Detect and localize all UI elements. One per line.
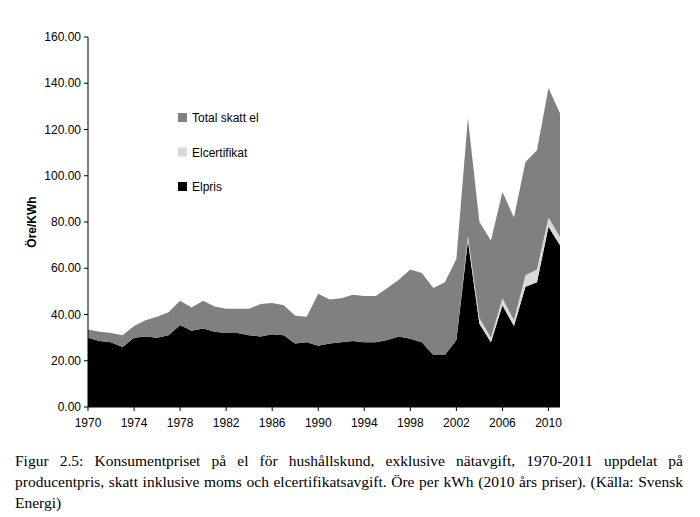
legend-swatch: [178, 113, 187, 122]
y-axis-label: Öre/KWh: [24, 196, 39, 247]
x-tick-label: 1994: [351, 416, 378, 430]
y-tick-label: 40.00: [51, 308, 81, 322]
x-tick: [88, 407, 89, 411]
y-tick: [84, 314, 88, 315]
y-tick-label: 140.00: [44, 76, 81, 90]
plot-area: [88, 88, 560, 407]
y-tick: [84, 175, 88, 176]
x-tick-label: 2006: [489, 416, 516, 430]
axes: 0.00 20.00 40.00 60.00 80.00 100.00 120.00 140.…: [44, 30, 562, 430]
x-tick-label: 1978: [167, 416, 194, 430]
area-series: [88, 88, 560, 355]
y-tick-label: 0.00: [58, 400, 82, 414]
y-tick: [84, 37, 88, 38]
y-tick-label: 80.00: [51, 215, 81, 229]
y-tick: [84, 268, 88, 269]
legend-label: Elcertifikat: [192, 146, 248, 160]
x-tick: [226, 407, 227, 411]
y-tick: [84, 222, 88, 223]
chart: 0.00 20.00 40.00 60.00 80.00 100.00 120.00 140.…: [0, 0, 700, 445]
x-tick: [502, 407, 503, 411]
x-tick-label: 1986: [259, 416, 286, 430]
x-tick-label: 1998: [397, 416, 424, 430]
x-tick: [456, 407, 457, 411]
x-tick: [548, 407, 549, 411]
y-tick-label: 60.00: [51, 261, 81, 275]
x-tick: [410, 407, 411, 411]
legend: Total skatt el Elcertifikat Elpris: [178, 111, 259, 194]
y-tick: [84, 129, 88, 130]
caption: Figur 2.5: Konsumentpriset på el för hus…: [15, 450, 683, 513]
x-tick-label: 1982: [213, 416, 240, 430]
x-tick: [364, 407, 365, 411]
x-tick-label: 1990: [305, 416, 332, 430]
legend-swatch: [178, 182, 187, 191]
y-tick: [84, 360, 88, 361]
y-tick-label: 120.00: [44, 123, 81, 137]
y-tick-label: 160.00: [44, 30, 81, 44]
y-tick: [84, 407, 88, 408]
legend-label: Elpris: [192, 180, 222, 194]
x-tick: [318, 407, 319, 411]
x-tick-label: 1974: [121, 416, 148, 430]
x-tick-label: 1970: [75, 416, 102, 430]
x-tick: [134, 407, 135, 411]
legend-swatch: [178, 148, 187, 157]
x-tick: [180, 407, 181, 411]
y-tick: [84, 83, 88, 84]
y-tick-label: 20.00: [51, 354, 81, 368]
y-tick-label: 100.00: [44, 169, 81, 183]
x-axis-line: [88, 407, 560, 408]
legend-label: Total skatt el: [192, 111, 259, 125]
x-tick-label: 2010: [535, 416, 562, 430]
x-tick-label: 2002: [443, 416, 470, 430]
x-tick: [272, 407, 273, 411]
